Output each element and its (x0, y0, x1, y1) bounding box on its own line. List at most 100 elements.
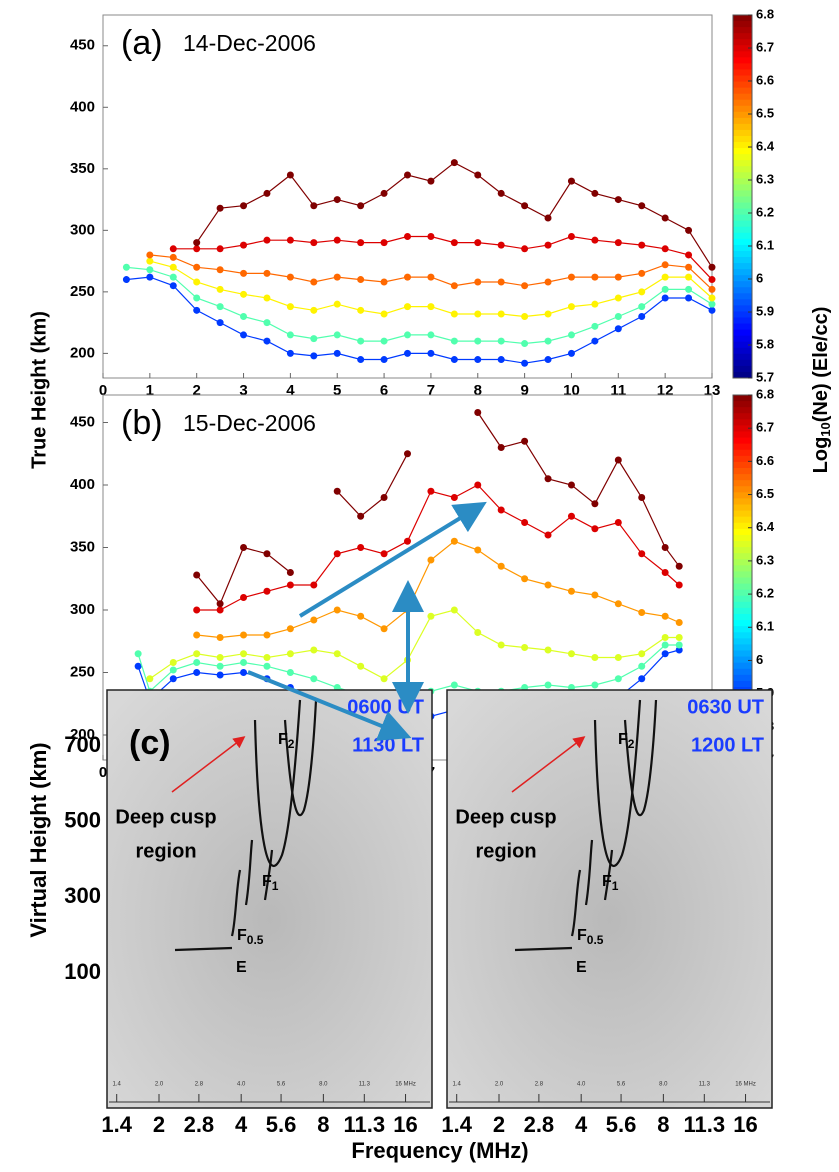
point (333, 331, 341, 339)
point (685, 251, 693, 259)
colorbar-cell (733, 335, 752, 343)
colorbar-cell (733, 99, 752, 107)
point (193, 245, 201, 253)
point (169, 273, 177, 281)
colorbar-cell (733, 413, 752, 420)
panel-label: (c) (129, 724, 171, 762)
point (286, 273, 294, 281)
point (240, 659, 248, 666)
layer-label: F2 (618, 731, 635, 751)
point (638, 662, 646, 670)
colorbar-cell (733, 492, 752, 499)
colorbar-cell (733, 51, 752, 58)
inner-freq-label: 1.4 (453, 1082, 462, 1088)
point (661, 544, 669, 551)
colorbar-tick-label: 6.5 (756, 486, 774, 501)
point (169, 282, 177, 290)
ionogram-traces (174, 699, 318, 952)
colorbar-cell (733, 244, 752, 252)
colorbar-tick-label: 6.3 (756, 552, 774, 567)
point (685, 226, 693, 234)
point (450, 494, 458, 501)
trace (584, 839, 594, 906)
point (286, 650, 294, 658)
point (122, 263, 130, 271)
point (638, 202, 646, 210)
point (427, 273, 435, 281)
colorbar-cell (733, 111, 752, 119)
colorbar-cell (733, 498, 752, 505)
point (474, 356, 482, 364)
colorbar-cell (733, 63, 752, 70)
point (497, 189, 505, 197)
colorbar-cell (733, 93, 752, 101)
colorbar-tick-label: 6.8 (756, 386, 774, 401)
point (638, 269, 646, 277)
point (357, 202, 365, 210)
x-tick-label: 5 (333, 382, 341, 399)
point (240, 290, 248, 298)
colorbar-cell (733, 232, 752, 240)
point (708, 294, 716, 302)
point (544, 646, 552, 654)
point (567, 232, 575, 240)
ionogram-image (446, 689, 773, 1109)
point (638, 675, 646, 683)
point (567, 512, 575, 520)
colorbar-cell (733, 129, 752, 137)
point (380, 310, 388, 318)
x-tick-label: 3 (239, 382, 247, 399)
point (333, 300, 341, 308)
point (450, 356, 458, 364)
point (404, 537, 411, 545)
point (521, 282, 529, 290)
colorbar-cell (733, 486, 752, 493)
point (263, 337, 271, 345)
point (474, 278, 482, 286)
colorbar-cell (733, 595, 752, 603)
point (638, 494, 646, 501)
colorbar-cell (733, 317, 752, 325)
x-tick-label: 8 (474, 382, 482, 399)
inner-freq-label: 1.4 (113, 1082, 122, 1088)
point (357, 512, 365, 520)
y-tick-label: 100 (64, 959, 101, 984)
point (380, 675, 388, 683)
point (310, 646, 318, 654)
point (357, 239, 365, 247)
point (193, 631, 201, 639)
series-line (126, 276, 713, 364)
point (708, 263, 716, 271)
colorbar-cell (733, 196, 752, 204)
point (675, 634, 683, 641)
x-tick-label: 1 (146, 382, 154, 399)
layer-label: F0.5 (237, 927, 264, 947)
colorbar-cell (733, 353, 752, 361)
point (661, 261, 669, 269)
inner-freq-label: 11.3 (699, 1082, 711, 1088)
colorbar-frame (732, 14, 753, 379)
point (357, 276, 365, 284)
point (544, 681, 552, 689)
layer-label-base: F (237, 927, 247, 944)
point (675, 581, 683, 589)
point (169, 245, 177, 253)
colorbar-cell (733, 148, 752, 155)
point (216, 671, 224, 679)
point (567, 331, 575, 339)
colorbar-cell (733, 571, 752, 578)
point (567, 650, 575, 658)
point (661, 245, 669, 253)
point (333, 487, 341, 495)
point (240, 241, 248, 249)
point (675, 646, 683, 654)
point (614, 654, 622, 661)
point (286, 625, 294, 633)
colorbar-cell (733, 407, 752, 414)
point (638, 650, 646, 658)
point (638, 609, 646, 616)
point (310, 675, 318, 683)
point (567, 273, 575, 281)
colorbar-tick-label: 5.8 (756, 336, 774, 351)
point (380, 239, 388, 247)
